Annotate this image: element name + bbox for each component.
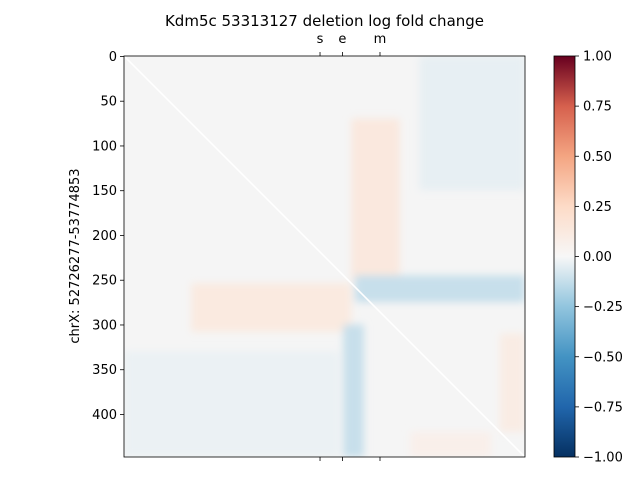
y-tick-label: 300: [92, 318, 117, 333]
diagonal-line: [124, 56, 525, 457]
plot-frame: [123, 55, 526, 458]
bottom-axis: [319, 457, 381, 461]
colorbar-tick-label: 0.75: [583, 100, 612, 115]
colorbar-tick-label: 0.50: [583, 150, 612, 165]
y-axis: 0 50 100 150 200 250 300 350 400: [92, 50, 124, 423]
y-tick-label: 150: [92, 184, 117, 199]
heatmap-cells: [124, 56, 525, 457]
top-tick-label-e: e: [338, 32, 346, 47]
colorbar-tick-label: −1.00: [583, 451, 623, 466]
chart-title: Kdm5c 53313127 deletion log fold change: [164, 12, 485, 30]
colorbar-tick-label: 0.25: [583, 200, 612, 215]
colorbar-axis: 1.00 0.75 0.50 0.25 0.00 −0.25 −0.50 −0.75 −1.00: [575, 50, 623, 466]
heatmap-region-left-faint-loss: [124, 351, 339, 457]
top-tick-label-m: m: [374, 32, 387, 47]
heatmap-region-bottom-right-gain: [499, 333, 525, 432]
y-tick-label: 200: [92, 229, 117, 244]
top-tick-label-s: s: [317, 32, 324, 47]
colorbar-tick-label: −0.75: [583, 400, 623, 415]
heatmap-region-upper-gain-block: [351, 118, 400, 280]
colorbar-tick-label: −0.50: [583, 350, 623, 365]
heatmap-region-lower-loss-band: [343, 324, 364, 457]
heatmap-region-right-loss-band: [354, 275, 525, 303]
colorbar-tick-label: −0.25: [583, 300, 623, 315]
heatmap-region-bottom-gain: [410, 431, 491, 457]
colorbar-tick-label: 1.00: [583, 50, 612, 65]
heatmap-region-upper-right-faint-loss: [419, 56, 525, 191]
y-tick-label: 250: [92, 274, 117, 289]
y-axis-label: chrX: 52726277-53774853: [68, 168, 83, 343]
heatmap-region-lower-gain-block: [191, 283, 352, 332]
y-tick-label: 50: [100, 95, 117, 110]
y-tick-label: 0: [109, 50, 117, 65]
colorbar: [554, 56, 575, 457]
colorbar-tick-label: 0.00: [583, 250, 612, 265]
y-tick-label: 350: [92, 363, 117, 378]
y-tick-label: 400: [92, 408, 117, 423]
y-tick-label: 100: [92, 139, 117, 154]
